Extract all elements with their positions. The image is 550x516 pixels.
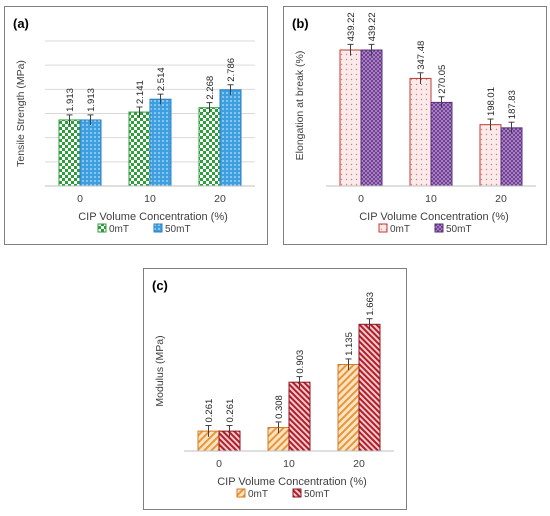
chart-panel-a: (a) Tensile Strength (MPa) 1.913 1.913 0 2.14… — [4, 6, 268, 245]
legend-swatch-0mT — [236, 488, 246, 498]
bar-a-50mT-0 — [79, 119, 102, 187]
data-label: 0.261 — [225, 399, 236, 423]
x-tick-label: 20 — [214, 193, 226, 205]
bar-a-0mT-10 — [128, 111, 151, 187]
chart-c-svg: (c) Modulus (MPa) 0.261 0.261 0 0.308 0.903 10 1… — [152, 278, 394, 500]
data-label: 1.135 — [344, 332, 355, 356]
data-label: 0.308 — [274, 395, 285, 419]
bar-a-50mT-10 — [149, 98, 172, 187]
legend-swatch-50mT — [153, 223, 163, 233]
x-tick-label: 20 — [353, 458, 365, 470]
legend-swatch-50mT — [292, 488, 302, 498]
x-axis-label: CIP Volume Concentration (%) — [359, 211, 509, 223]
y-axis-label: Elongation at break (%) — [294, 51, 306, 161]
chart-b-svg: (b) Elongation at break (%) 439.22 439.22 0 3… — [292, 12, 536, 235]
x-axis-label: CIP Volume Concentration (%) — [217, 476, 367, 488]
data-label: 439.22 — [346, 12, 357, 41]
panel-label: (b) — [292, 16, 309, 31]
y-axis-label: Tensile Strength (MPa) — [15, 60, 27, 167]
chart-a-svg: (a) Tensile Strength (MPa) 1.913 1.913 0 2.14… — [13, 16, 255, 235]
bar-b-0mT-20 — [479, 124, 502, 187]
data-label: 439.22 — [367, 12, 378, 41]
bar-b-50mT-10 — [430, 101, 453, 187]
x-tick-label: 20 — [495, 193, 507, 205]
data-label: 2.514 — [156, 67, 167, 91]
data-label: 1.913 — [86, 88, 97, 112]
bar-a-50mT-20 — [219, 89, 242, 187]
legend-label-50mT: 50mT — [446, 224, 472, 235]
data-label: 270.05 — [437, 65, 448, 94]
legend-swatch-0mT — [97, 223, 107, 233]
data-label: 0.903 — [295, 350, 306, 374]
x-tick-label: 10 — [425, 193, 437, 205]
bar-c-50mT-10 — [288, 381, 311, 452]
data-label: 198.01 — [486, 87, 497, 116]
data-label: 347.48 — [416, 41, 427, 70]
data-label: 2.268 — [205, 76, 216, 100]
bar-b-0mT-10 — [409, 77, 432, 187]
chart-panel-c: (c) Modulus (MPa) 0.261 0.261 0 0.308 0.903 10 1… — [143, 268, 407, 510]
chart-panel-b: (b) Elongation at break (%) 439.22 439.22 0 3… — [283, 6, 547, 245]
bar-b-50mT-20 — [500, 127, 523, 187]
data-label: 187.83 — [507, 90, 518, 119]
legend-label-0mT: 0mT — [109, 224, 129, 235]
legend-label-50mT: 50mT — [165, 224, 191, 235]
x-axis-label: CIP Volume Concentration (%) — [78, 211, 228, 223]
legend-label-50mT: 50mT — [304, 489, 330, 500]
bar-b-0mT-0 — [339, 49, 362, 187]
panel-label: (a) — [13, 16, 29, 31]
x-tick-label: 10 — [283, 458, 295, 470]
bar-c-0mT-20 — [337, 364, 360, 452]
data-label: 2.786 — [226, 58, 237, 82]
bar-c-50mT-20 — [358, 323, 381, 452]
data-label: 1.913 — [65, 88, 76, 112]
panel-label: (c) — [152, 278, 168, 293]
data-label: 0.261 — [204, 399, 215, 423]
bar-a-0mT-0 — [58, 119, 81, 187]
x-tick-label: 10 — [144, 193, 156, 205]
x-tick-label: 0 — [358, 193, 364, 205]
bar-b-50mT-0 — [360, 49, 383, 187]
y-axis-label: Modulus (MPa) — [154, 335, 166, 406]
bar-a-0mT-20 — [198, 107, 221, 187]
legend-label-0mT: 0mT — [390, 224, 410, 235]
legend-label-0mT: 0mT — [248, 489, 268, 500]
x-tick-label: 0 — [77, 193, 83, 205]
x-tick-label: 0 — [216, 458, 222, 470]
data-label: 1.663 — [365, 292, 376, 316]
data-label: 2.141 — [135, 80, 146, 104]
legend-swatch-50mT — [434, 223, 444, 233]
legend-swatch-0mT — [378, 223, 388, 233]
